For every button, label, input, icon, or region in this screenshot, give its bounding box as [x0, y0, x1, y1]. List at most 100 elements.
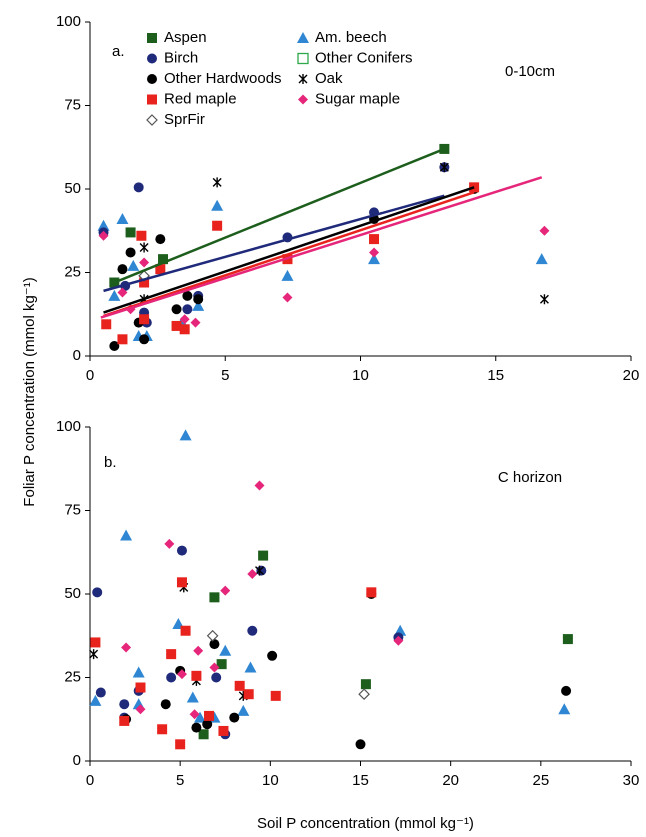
marker — [212, 220, 223, 231]
marker — [89, 694, 102, 706]
legend-label: Red maple — [164, 90, 237, 107]
marker — [539, 294, 549, 305]
y-tick-label: 75 — [64, 96, 81, 113]
marker — [146, 114, 158, 126]
x-tick-label: 20 — [623, 367, 640, 384]
marker — [234, 680, 245, 691]
x-tick-label: 20 — [442, 772, 459, 789]
marker — [186, 691, 199, 703]
x-tick-label: 15 — [487, 367, 504, 384]
marker — [439, 162, 449, 173]
marker — [198, 729, 209, 740]
y-tick-label: 100 — [56, 13, 81, 30]
legend-label: SprFir — [164, 111, 205, 128]
marker — [209, 592, 220, 603]
marker — [355, 739, 366, 750]
legend-label: Sugar maple — [315, 90, 400, 107]
legend-label: Oak — [315, 70, 343, 87]
marker — [211, 199, 224, 211]
marker — [243, 689, 254, 700]
marker — [166, 649, 177, 660]
marker — [139, 242, 149, 253]
x-tick-label: 15 — [352, 772, 369, 789]
marker — [206, 629, 219, 642]
marker — [369, 247, 380, 258]
x-tick-label: 0 — [86, 367, 94, 384]
marker — [119, 699, 130, 710]
marker — [89, 649, 99, 660]
marker — [117, 334, 128, 345]
marker — [297, 32, 309, 43]
marker — [125, 247, 136, 258]
marker — [298, 94, 308, 105]
marker — [135, 682, 146, 693]
marker — [108, 289, 121, 301]
marker — [176, 545, 187, 556]
marker — [539, 225, 550, 236]
y-tick-label: 50 — [64, 585, 81, 602]
marker — [132, 666, 145, 678]
marker — [211, 672, 222, 683]
x-axis-label: Soil P concentration (mmol kg⁻¹) — [257, 815, 474, 832]
marker — [193, 294, 204, 305]
marker — [155, 264, 166, 275]
marker — [190, 317, 201, 328]
y-tick-label: 50 — [64, 180, 81, 197]
marker — [256, 565, 267, 576]
marker — [95, 687, 106, 698]
marker — [270, 690, 281, 701]
marker — [119, 715, 130, 726]
marker — [219, 644, 232, 656]
marker — [366, 587, 377, 598]
y-tick-label: 25 — [64, 263, 81, 280]
marker — [282, 292, 293, 303]
marker — [562, 634, 573, 645]
trend-line — [100, 176, 543, 319]
y-tick-label: 25 — [64, 668, 81, 685]
marker — [157, 724, 168, 735]
marker — [255, 565, 265, 576]
x-tick-label: 10 — [352, 367, 369, 384]
marker — [220, 585, 231, 596]
marker — [191, 722, 202, 733]
marker — [247, 568, 258, 579]
marker — [147, 53, 157, 64]
x-tick-label: 5 — [221, 367, 229, 384]
y-tick-label: 100 — [56, 418, 81, 435]
marker — [116, 213, 129, 225]
marker — [179, 324, 190, 335]
y-tick-label: 0 — [73, 752, 81, 769]
x-tick-label: 5 — [176, 772, 184, 789]
marker — [179, 429, 192, 441]
marker — [125, 227, 136, 238]
panel-label: b. — [104, 454, 117, 471]
marker — [218, 725, 229, 736]
trend-line — [103, 194, 445, 293]
marker — [171, 320, 182, 331]
marker — [298, 74, 308, 84]
marker — [358, 688, 370, 701]
legend-label: Am. beech — [315, 29, 387, 46]
marker — [254, 480, 265, 491]
legend-label: Birch — [164, 49, 198, 66]
marker — [258, 550, 269, 561]
marker — [368, 253, 381, 265]
marker — [175, 739, 186, 750]
marker — [216, 659, 227, 670]
marker — [166, 672, 177, 683]
marker — [202, 719, 213, 730]
marker — [180, 625, 191, 636]
marker — [155, 234, 166, 245]
marker — [147, 74, 157, 84]
marker — [120, 529, 133, 541]
y-axis-label: Foliar P concentration (mmol kg⁻¹) — [21, 277, 38, 506]
marker — [281, 269, 294, 281]
marker — [247, 625, 258, 636]
marker — [244, 661, 257, 673]
marker — [369, 234, 380, 245]
marker — [133, 182, 144, 193]
marker — [209, 639, 220, 650]
x-tick-label: 10 — [262, 772, 279, 789]
y-tick-label: 0 — [73, 347, 81, 364]
